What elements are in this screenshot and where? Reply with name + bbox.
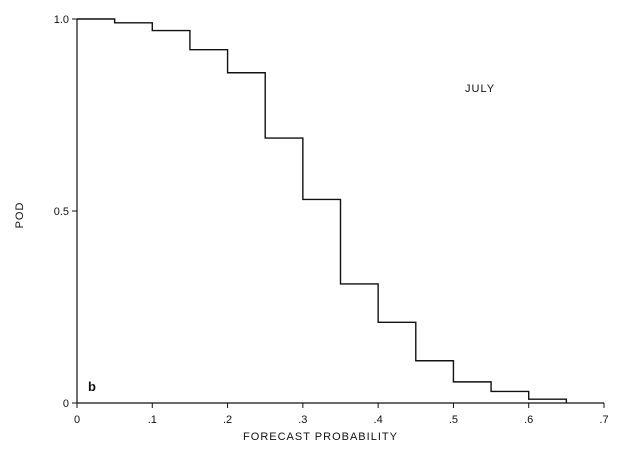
series-group [77,18,568,403]
x-tick-label: .7 [599,414,608,426]
ticks: 0 .1 .2 .3 .4 .5 .6 .7 0 0.5 1.0 [54,14,609,426]
y-tick-label: 0.5 [54,206,69,218]
x-tick-label: .6 [524,414,533,426]
x-tick-label: .2 [223,414,232,426]
pod-step-line [77,18,568,403]
y-tick-label: 0 [63,398,69,410]
x-tick-label: .5 [449,414,458,426]
month-annotation: JULY [465,83,495,95]
y-axis-title: POD [14,202,26,229]
panel-label: b [88,379,96,394]
x-axis-title: FORECAST PROBABILITY [243,431,398,443]
x-tick-label: .1 [148,414,157,426]
x-tick-label: .4 [374,414,383,426]
x-tick-label: 0 [74,414,80,426]
x-tick-label: .3 [298,414,307,426]
y-tick-label: 1.0 [54,14,69,26]
